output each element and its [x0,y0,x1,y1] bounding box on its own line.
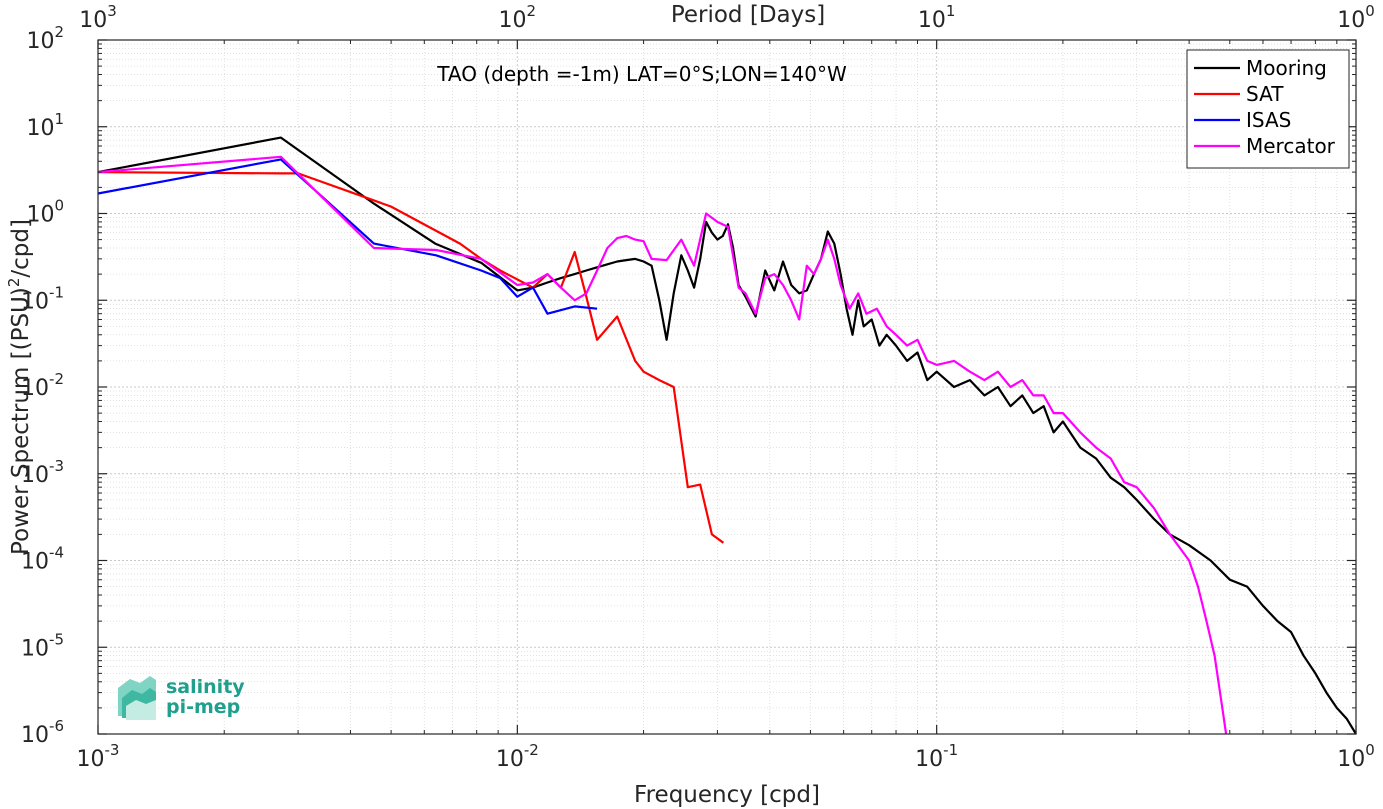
axis-ticks [97,39,1357,735]
y-tick-label: 10-3 [21,457,64,488]
salinity-pi-mep-logo: salinity pi-mep [118,676,245,720]
y-tick-label: 10-1 [21,283,64,314]
y-tick-label: 10-2 [21,370,64,401]
legend-label-isas: ISAS [1246,108,1291,132]
x-tick-label: 10-2 [496,741,539,772]
legend-box [1186,49,1350,169]
tick-labels: 10-3 10-2 10-1 100 103 102 101 100 102 101 100 10-1… [21,2,1375,772]
top-axis-title: Period [Days] [671,2,825,28]
series-line-isas [97,158,598,315]
series-line-mercator [97,155,1228,735]
x-axis-title: Frequency [cpd] [634,782,820,808]
y-tick-label: 10-6 [21,717,64,748]
series-line-mooring [97,136,1357,735]
top-tick-label: 100 [1337,2,1375,33]
y-tick-label: 102 [26,23,64,54]
legend-label-mooring: Mooring [1246,56,1327,80]
legend-label-sat: SAT [1246,82,1284,106]
y-tick-label: 101 [26,110,64,141]
series-lines [97,136,1357,735]
x-tick-label: 10-1 [915,741,958,772]
x-tick-label: 100 [1337,741,1375,772]
y-tick-label: 100 [26,197,64,228]
major-grid [97,39,1357,735]
y-tick-label: 10-4 [21,544,64,575]
logo-text-line1: salinity [166,676,245,698]
y-tick-label: 10-5 [21,630,64,661]
logo-text-line2: pi-mep [166,696,240,718]
top-tick-label: 103 [79,2,117,33]
legend-label-mercator: Mercator [1246,134,1336,158]
top-tick-label: 101 [918,2,956,33]
y-axis-title: Power Spectrum [(PSU)2/cpd] [5,219,34,555]
logo-wave-front [126,700,156,720]
top-tick-label: 102 [499,2,537,33]
series-line-sat [97,171,725,544]
chart-annotation: TAO (depth =-1m) LAT=0°S;LON=140°W [436,62,847,86]
x-tick-label: 10-3 [77,741,120,772]
